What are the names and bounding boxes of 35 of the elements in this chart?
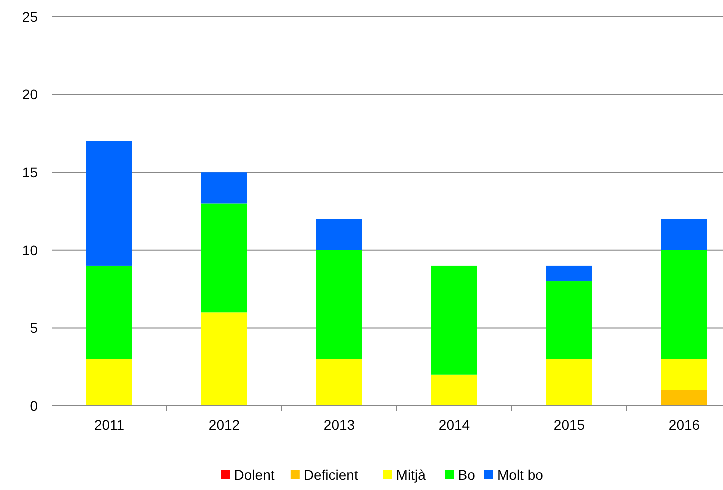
y-tick-label: 0	[30, 398, 38, 414]
y-tick-label: 25	[22, 8, 38, 25]
x-tick-label: 2013	[324, 417, 356, 433]
bar	[86, 359, 132, 406]
bar	[86, 141, 132, 266]
legend-label: Bo	[458, 467, 476, 483]
bar	[546, 359, 592, 406]
legend-label: Molt bo	[498, 467, 544, 483]
y-tick-label: 5	[30, 320, 38, 336]
x-tick-label: 2014	[438, 417, 470, 433]
bar	[86, 266, 132, 360]
bar	[202, 312, 248, 406]
y-tick-label: 10	[22, 242, 38, 258]
legend-label: Dolent	[234, 467, 275, 483]
bar	[316, 359, 362, 406]
x-tick-label: 2011	[94, 417, 125, 433]
legend-label: Deficient	[304, 467, 358, 483]
x-tick-label: 2012	[208, 417, 240, 433]
bar	[662, 219, 708, 250]
bar	[662, 250, 708, 360]
x-tick-label: 2016	[668, 417, 700, 433]
legend-label: Mitjà	[396, 467, 426, 483]
y-tick-label: 20	[22, 86, 38, 103]
bar	[432, 266, 478, 375]
bar	[202, 204, 248, 313]
bar	[316, 250, 362, 360]
bar	[546, 266, 592, 282]
x-tick-label: 2015	[554, 417, 586, 433]
bar	[316, 219, 362, 250]
bar	[662, 390, 708, 406]
bar	[662, 359, 708, 390]
bar	[202, 172, 248, 204]
bar	[546, 282, 592, 360]
bar	[432, 374, 478, 406]
y-tick-label: 15	[22, 164, 38, 180]
